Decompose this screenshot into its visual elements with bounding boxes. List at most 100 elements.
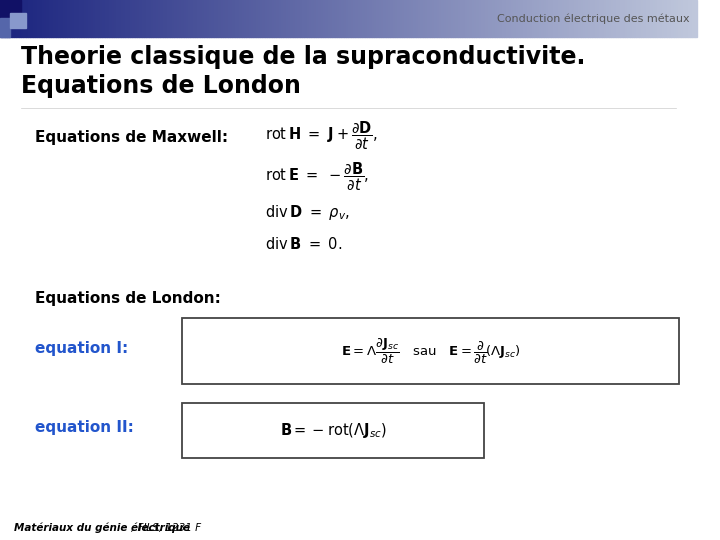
Bar	[297, 0, 300, 37]
Bar	[281, 0, 284, 37]
Bar	[184, 0, 186, 37]
Bar	[179, 0, 181, 37]
Bar	[274, 0, 276, 37]
Bar	[11, 13, 26, 28]
Bar	[627, 0, 629, 37]
Bar	[197, 0, 199, 37]
Bar	[469, 0, 472, 37]
Bar	[7, 0, 9, 37]
Bar	[279, 0, 281, 37]
Bar	[23, 0, 25, 37]
Bar	[202, 0, 204, 37]
Bar	[223, 0, 225, 37]
Bar	[685, 0, 688, 37]
Bar	[251, 0, 253, 37]
Bar	[692, 0, 695, 37]
Bar	[188, 0, 191, 37]
Bar	[657, 0, 660, 37]
Bar	[30, 0, 32, 37]
Bar	[490, 0, 492, 37]
Bar	[569, 0, 572, 37]
Bar	[474, 0, 476, 37]
Bar	[295, 0, 297, 37]
Bar	[348, 0, 351, 37]
Bar	[409, 0, 411, 37]
Bar	[613, 0, 616, 37]
Bar	[525, 0, 527, 37]
Bar	[404, 0, 407, 37]
Bar	[593, 0, 595, 37]
Bar	[576, 0, 578, 37]
Bar	[402, 0, 404, 37]
Bar	[60, 0, 63, 37]
Bar	[386, 0, 388, 37]
Bar	[420, 0, 423, 37]
Bar	[125, 0, 127, 37]
Bar	[423, 0, 425, 37]
Bar	[260, 0, 263, 37]
Text: $\mathbf{B} = -\mathrm{rot}\left(\Lambda \mathbf{J}_{sc}\right)$: $\mathbf{B} = -\mathrm{rot}\left(\Lambda…	[279, 421, 387, 441]
Bar	[506, 0, 509, 37]
Bar	[95, 0, 98, 37]
Bar	[362, 0, 365, 37]
Bar	[21, 0, 23, 37]
Text: Theorie classique de la supraconductivite.: Theorie classique de la supraconductivit…	[21, 45, 585, 69]
Bar	[68, 0, 70, 37]
Bar	[337, 0, 339, 37]
Bar	[536, 0, 539, 37]
Bar	[123, 0, 125, 37]
Bar	[98, 0, 100, 37]
Bar	[144, 0, 146, 37]
Bar	[567, 0, 569, 37]
Bar	[641, 0, 644, 37]
Bar	[377, 0, 379, 37]
Bar	[639, 0, 641, 37]
Bar	[400, 0, 402, 37]
Bar	[181, 0, 184, 37]
Bar	[353, 0, 356, 37]
Bar	[156, 0, 158, 37]
Bar	[481, 0, 483, 37]
Bar	[135, 0, 137, 37]
Bar	[546, 0, 548, 37]
Bar	[446, 0, 449, 37]
Bar	[258, 0, 260, 37]
Bar	[611, 0, 613, 37]
Bar	[597, 0, 599, 37]
Bar	[65, 0, 68, 37]
Bar	[17, 0, 19, 37]
Bar	[671, 0, 674, 37]
Text: $\mathrm{div}\,\mathbf{B} \ = \ 0.$: $\mathrm{div}\,\mathbf{B} \ = \ 0.$	[265, 236, 342, 252]
Bar	[530, 0, 532, 37]
Bar	[544, 0, 546, 37]
Bar	[648, 0, 650, 37]
Bar	[667, 0, 669, 37]
Bar	[300, 0, 302, 37]
Bar	[428, 0, 430, 37]
Bar	[93, 0, 95, 37]
Bar	[290, 0, 293, 37]
Bar	[369, 0, 372, 37]
Bar	[72, 0, 74, 37]
Bar	[464, 0, 467, 37]
Bar	[19, 0, 21, 37]
Bar	[193, 0, 195, 37]
Bar	[86, 0, 89, 37]
Bar	[318, 0, 320, 37]
Bar	[623, 0, 625, 37]
Bar	[28, 0, 30, 37]
Bar	[502, 0, 504, 37]
Bar	[383, 0, 386, 37]
Bar	[53, 0, 55, 37]
Bar	[225, 0, 228, 37]
Bar	[662, 0, 665, 37]
Bar	[555, 0, 557, 37]
Bar	[253, 0, 256, 37]
Text: Equations de Maxwell:: Equations de Maxwell:	[35, 130, 228, 145]
Bar	[12, 0, 14, 37]
Bar	[553, 0, 555, 37]
Bar	[137, 0, 140, 37]
Bar	[74, 0, 76, 37]
Bar	[488, 0, 490, 37]
Bar	[451, 0, 453, 37]
